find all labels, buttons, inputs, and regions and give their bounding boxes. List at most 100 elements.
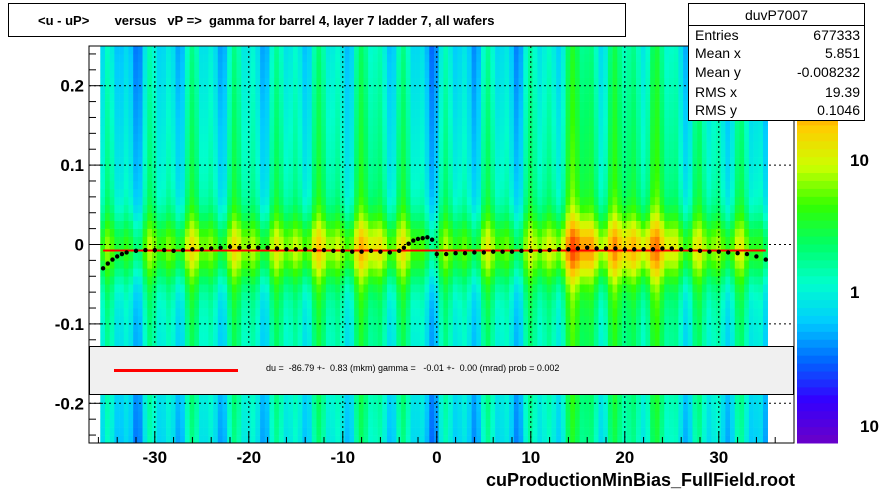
heat-cell: [213, 300, 219, 309]
heat-cell: [269, 93, 275, 102]
heat-cell: [495, 46, 501, 55]
heat-cell: [349, 308, 355, 317]
heat-cell: [401, 292, 407, 301]
heat-cell: [485, 228, 491, 237]
heat-cell: [560, 117, 566, 126]
heat-cell: [119, 141, 125, 150]
heat-cell: [499, 427, 505, 436]
heat-cell: [358, 173, 364, 182]
heat-cell: [382, 427, 388, 436]
heat-cell: [410, 331, 416, 341]
heat-cell: [330, 427, 336, 436]
heat-cell: [344, 61, 350, 71]
heat-cell: [147, 419, 153, 428]
heat-cell: [480, 236, 486, 245]
heat-cell: [560, 315, 566, 325]
heat-cell: [419, 180, 425, 190]
heat-cell: [457, 180, 463, 190]
heat-cell: [147, 125, 153, 134]
heat-cell: [537, 228, 543, 237]
heat-cell: [419, 141, 425, 150]
heat-cell: [401, 53, 407, 63]
heat-cell: [208, 276, 214, 285]
heat-cell: [344, 101, 350, 110]
heat-cell: [490, 141, 496, 150]
heat-cell: [264, 284, 270, 293]
heat-cell: [391, 204, 397, 214]
heat-cell: [396, 180, 402, 190]
heat-cell: [269, 331, 275, 341]
heat-cell: [198, 77, 204, 86]
heat-cell: [368, 292, 374, 301]
heat-cell: [198, 260, 204, 269]
heat-cell: [448, 268, 454, 277]
heat-cell: [462, 85, 468, 94]
heat-cell: [560, 411, 566, 420]
heat-cell: [114, 165, 120, 174]
heat-cell: [443, 85, 449, 94]
heat-cell: [175, 212, 181, 221]
heat-cell: [128, 69, 134, 79]
heat-cell: [443, 46, 449, 55]
heat-cell: [137, 196, 143, 206]
heat-cell: [354, 252, 360, 261]
heat-cell: [255, 141, 261, 150]
heat-cell: [499, 196, 505, 206]
heat-cell: [147, 284, 153, 293]
heat-cell: [236, 212, 242, 221]
heat-cell: [452, 292, 458, 301]
heat-cell: [424, 331, 430, 341]
heat-cell: [527, 188, 533, 198]
heat-cell: [114, 85, 120, 94]
heat-cell: [438, 411, 444, 420]
heat-cell: [335, 331, 341, 341]
heat-cell: [344, 93, 350, 102]
heat-cell: [386, 292, 392, 301]
heat-cell: [354, 411, 360, 420]
heat-cell: [377, 308, 383, 317]
heat-cell: [401, 101, 407, 110]
heat-cell: [330, 61, 336, 71]
heat-cell: [250, 411, 256, 420]
heat-cell: [443, 109, 449, 118]
heat-cell: [405, 61, 411, 71]
heat-cell: [274, 85, 280, 94]
heat-cell: [471, 419, 477, 428]
heat-cell: [382, 69, 388, 79]
heat-cell: [471, 403, 477, 412]
heat-cell: [297, 141, 303, 150]
heat-cell: [227, 300, 233, 309]
heat-cell: [443, 331, 449, 341]
heat-cell: [405, 331, 411, 341]
heat-cell: [358, 85, 364, 94]
heat-cell: [264, 323, 270, 333]
heat-cell: [542, 69, 548, 79]
heat-cell: [386, 141, 392, 150]
heat-cell: [490, 411, 496, 420]
heat-cell: [499, 204, 505, 214]
heat-cell: [194, 268, 200, 277]
heat-cell: [471, 117, 477, 126]
heat-cell: [546, 101, 552, 110]
heat-cell: [213, 196, 219, 206]
heat-cell: [330, 149, 336, 158]
heat-cell: [377, 323, 383, 333]
heat-cell: [485, 61, 491, 71]
heat-cell: [114, 308, 120, 317]
heat-cell: [241, 268, 247, 277]
heat-cell: [349, 101, 355, 110]
heat-cell: [133, 300, 139, 309]
heat-cell: [429, 173, 435, 182]
heat-cell: [142, 165, 148, 174]
heat-cell: [123, 149, 129, 158]
heat-cell: [213, 141, 219, 150]
heat-cell: [316, 220, 322, 229]
heat-cell: [485, 276, 491, 285]
heat-cell: [542, 315, 548, 325]
heat-cell: [104, 69, 110, 79]
heat-cell: [245, 188, 251, 198]
heat-cell: [311, 331, 317, 341]
heat-cell: [518, 403, 524, 412]
heat-cell: [452, 395, 458, 404]
heat-cell: [377, 244, 383, 253]
